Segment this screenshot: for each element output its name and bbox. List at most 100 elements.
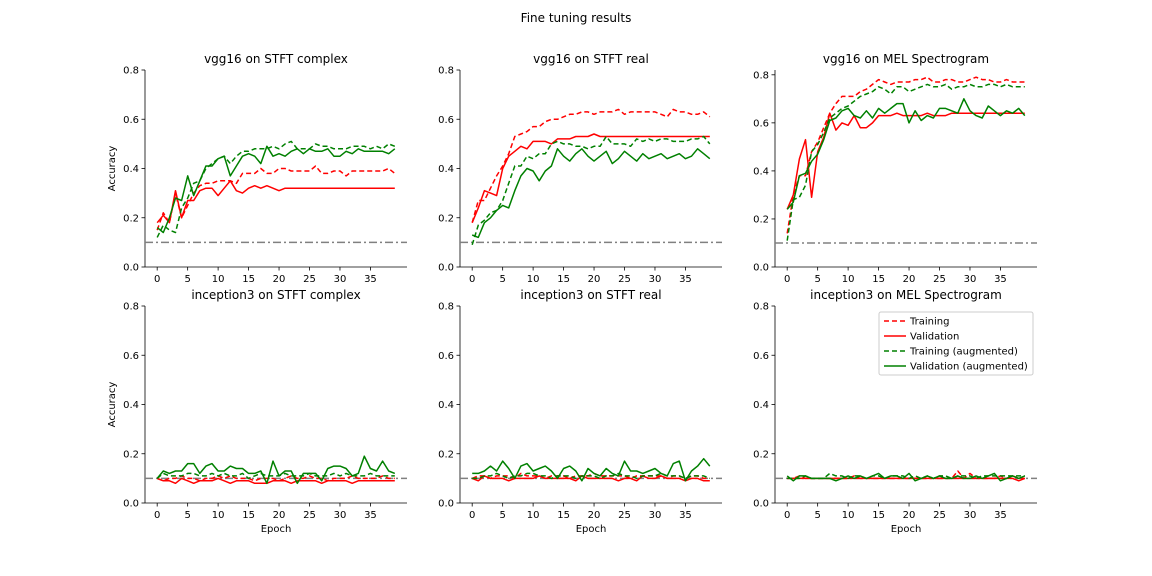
x-tick-label: 10 [842,274,855,285]
x-tick-label: 30 [649,510,662,521]
subplot-6: inception3 on MEL Spectrogram 0.0 0.2 0.4 0.… [753,288,1037,535]
y-tick-label: 0.4 [123,400,139,411]
y-tick-label: 0.8 [438,66,454,77]
x-tick-label: 0 [784,510,790,521]
series-line-validation-aug [156,455,396,485]
x-tick-label: 0 [469,274,475,285]
x-tick-label: 30 [964,274,977,285]
subplot-2: vgg16 on STFT real 0.0 0.2 0.4 0.6 0.8 0 5 10 15 2… [438,52,722,285]
x-tick-label: 35 [679,274,692,285]
x-tick-label: 15 [872,510,885,521]
series-line-validation [156,477,395,485]
y-tick-label: 0.0 [753,499,769,510]
x-axis-label: Epoch [261,524,292,535]
series-line-validation [471,133,710,223]
series-line-validation-aug [786,98,1026,210]
x-tick-label: 5 [184,510,190,521]
x-tick-label: 5 [499,274,505,285]
y-tick-label: 0.6 [753,351,769,362]
x-tick-label: 10 [842,510,855,521]
y-tick-label: 0.2 [438,213,454,224]
series-line-validation-aug [156,145,396,234]
y-axis-label: Accuracy [107,382,118,428]
x-axis-label: Epoch [576,524,607,535]
y-tick-label: 0.4 [753,400,769,411]
y-tick-label: 0.8 [123,302,139,313]
subplot-title: vgg16 on STFT real [533,52,649,66]
series-line-training-aug [156,140,396,238]
x-tick-label: 5 [184,274,190,285]
legend-box [878,311,1034,376]
series-line-validation [156,180,395,224]
legend-label: Validation (augmented) [910,362,1028,373]
y-tick-label: 0.4 [438,164,454,175]
x-tick-label: 30 [334,510,347,521]
x-tick-label: 0 [154,510,160,521]
y-tick-label: 0.4 [753,166,769,177]
x-tick-label: 25 [618,510,631,521]
x-tick-label: 15 [242,274,255,285]
y-tick-label: 0.0 [123,499,139,510]
y-tick-label: 0.0 [438,263,454,274]
x-tick-label: 35 [994,510,1007,521]
series-line-validation-aug [786,472,1026,482]
series-line-training [471,108,711,223]
series-line-validation-aug [472,457,711,482]
legend: Training Validation Training (augmented) Va… [878,311,1034,376]
y-tick-label: 0.6 [123,351,139,362]
y-tick-label: 0.2 [753,449,769,460]
series-line-training-aug [787,472,1025,480]
y-tick-label: 0.8 [438,302,454,313]
x-tick-label: 5 [499,510,505,521]
x-tick-label: 20 [273,274,286,285]
y-tick-label: 0.8 [753,70,769,81]
x-tick-label: 35 [679,510,692,521]
subplot-1: vgg16 on STFT complex 0.0 0.2 0.4 0.6 0.8 0 5 10… [107,52,407,285]
x-tick-label: 25 [933,510,946,521]
x-tick-label: 30 [964,510,977,521]
x-tick-label: 5 [814,274,820,285]
subplot-title: inception3 on STFT real [520,288,661,302]
subplot-title: vgg16 on STFT complex [204,52,348,66]
x-tick-label: 25 [933,274,946,285]
subplot-title: vgg16 on MEL Spectrogram [823,52,989,66]
series-line-validation-aug [471,148,711,239]
series-line-training [787,470,1025,480]
y-tick-label: 0.8 [753,302,769,313]
x-tick-label: 35 [364,510,377,521]
legend-label: Validation [910,332,959,343]
y-tick-label: 0.2 [438,449,454,460]
series-line-training-aug [156,472,395,480]
x-tick-label: 20 [588,274,601,285]
subplot-4: inception3 on STFT complex 0.0 0.2 0.4 0.6 0.… [107,288,407,535]
series-line-training [156,475,395,482]
series-line-training-aug [471,135,711,246]
series-line-validation [471,475,710,482]
subplot-3: vgg16 on MEL Spectrogram 0.0 0.2 0.4 0.6 0.8 0… [753,52,1037,285]
x-tick-label: 0 [784,274,790,285]
legend-label: Training [909,317,949,328]
x-tick-label: 25 [303,274,316,285]
y-axis-label: Accuracy [107,146,118,192]
x-tick-label: 30 [334,274,347,285]
y-tick-label: 0.4 [123,164,139,175]
y-tick-label: 0.4 [438,400,454,411]
x-tick-label: 10 [527,274,540,285]
x-tick-label: 20 [273,510,286,521]
x-tick-label: 0 [154,274,160,285]
series-line-training-aug [786,83,1025,241]
x-tick-label: 20 [903,274,916,285]
y-tick-label: 0.6 [438,351,454,362]
y-tick-label: 0.8 [123,66,139,77]
x-tick-label: 25 [618,274,631,285]
x-axis-label: Epoch [891,524,922,535]
subplot-title: inception3 on STFT complex [191,288,360,302]
x-tick-label: 10 [212,510,225,521]
y-tick-label: 0.6 [123,115,139,126]
x-tick-label: 35 [364,274,377,285]
x-tick-label: 10 [527,510,540,521]
series-line-validation [786,112,1025,210]
subplot-5: inception3 on STFT real 0.0 0.2 0.4 0.6 0.8 0 5… [438,288,722,535]
y-tick-label: 0.0 [438,499,454,510]
